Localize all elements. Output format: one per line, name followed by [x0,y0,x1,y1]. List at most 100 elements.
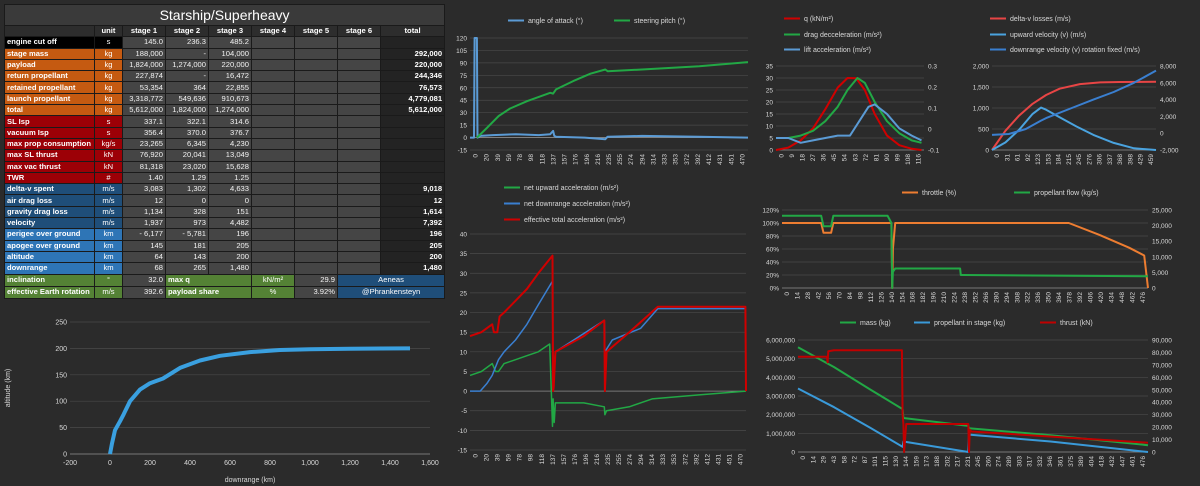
stage-value: 23,265 [122,137,166,151]
y-tick-label: 0 [463,389,467,396]
y-tick-label: 80% [766,234,779,241]
stage-value: 200 [208,250,252,264]
table-row: return propellant kg 227,874-16,472 244,346 [4,70,446,83]
total-value: 1,480 [379,262,446,275]
x-tick-label: 59 [506,154,513,162]
y-tick-label: 2,000,000 [766,412,795,419]
stage-value: 1,302 [165,183,209,196]
x-tick-label: 0 [473,154,480,158]
x-tick-label: 159 [913,456,920,467]
x-tick-label: 43 [831,456,838,464]
x-tick-label: 398 [1127,154,1134,165]
x-tick-label: 1,000 [301,460,319,467]
stage-value [251,115,295,128]
y-tick-label: 60 [460,85,468,92]
stage-value: 1,480 [208,262,252,275]
total-value: 7,392 [379,217,446,230]
x-tick-label: 78 [517,454,524,462]
results-table: Starship/Superheavy unit stage 1 stage 2 sta… [3,4,446,299]
stage-value: 81,318 [122,160,166,173]
stage-value: 1,937 [122,217,166,230]
total-value [379,137,446,151]
x-tick-label: 168 [910,292,917,303]
y2-tick-label: 50,000 [1152,387,1172,394]
stage-value: 1.40 [122,171,166,185]
stage-value [337,115,381,128]
x-tick-label: 173 [924,456,931,467]
stage-value [251,171,295,185]
total-value: 292,000 [379,47,446,60]
x-tick-label: 176 [573,154,580,165]
x-axis-label: downrange (km) [225,477,276,484]
series-line-net [470,280,746,392]
y-tick-label: 0 [769,148,773,155]
stage-value [337,194,381,207]
table-title-row: Starship/Superheavy [3,4,446,26]
y2-tick-label: -2,000 [1160,148,1179,155]
x-tick-label: 153 [1045,154,1052,165]
row-label: launch propellant [4,92,95,106]
row-label: max SL thrust [4,149,95,162]
stage-value: 4,633 [208,183,252,196]
x-tick-label: 392 [693,454,700,465]
y2-tick-label: 80,000 [1152,350,1172,357]
x-tick-label: 337 [1107,154,1114,165]
velocity-chart: 0 500 1,000 1,500 2,000 -2,000 0 2,000 4,000 6,00… [973,16,1179,165]
legend-label: lift acceleration (m/s²) [804,47,871,54]
y2-tick-label: 0.2 [928,85,937,92]
x-tick-label: 0 [784,292,791,296]
row-unit: m/s [94,194,123,207]
stage-value [294,36,338,49]
stage-value: 151 [208,205,252,219]
y-tick-label: 6,000,000 [766,338,795,345]
stage-value [251,183,295,196]
stage-value [337,58,381,72]
y-tick-label: 100% [762,221,779,228]
stage-value: 1,274,000 [165,58,209,72]
stage-value [337,171,381,185]
footer-value: 392.6 [122,285,166,299]
stage-value: 1.25 [208,171,252,185]
legend-label: q (kN/m²) [804,16,833,23]
stage-value: - 5,781 [165,228,209,241]
stage-value [251,81,295,94]
x-tick-label: 280 [993,292,1000,303]
y-tick-label: 10 [766,124,774,131]
stage-value [294,126,338,139]
x-tick-label: 58 [841,456,848,464]
series-line-drag [776,77,922,144]
total-value: 205 [379,239,446,252]
stage-value [294,81,338,94]
table-row: max prop consumption kg/s 23,265 6,345 4,230 [4,137,446,151]
row-unit: km [94,228,123,241]
stage-value: 205 [208,239,252,252]
row-unit: kg [94,104,123,117]
x-tick-label: 392 [1077,292,1084,303]
x-tick-label: 389 [1078,456,1085,467]
stage-value: - [165,47,209,60]
x-tick-label: 81 [873,154,880,162]
stage-value [337,217,381,230]
x-tick-label: 45 [831,154,838,162]
stage-value [337,262,381,275]
x-tick-label: 459 [1148,154,1155,165]
stage-value [337,81,381,94]
y-tick-label: 15 [766,112,774,119]
table-row: downrange km 68 265 1,480 1,480 [4,262,446,275]
table-row: max vac thrust kN 81,318 23,020 15,628 [4,160,446,173]
stage-value [294,47,338,60]
column-header: total [379,24,446,38]
series-line-net [469,343,747,428]
x-tick-label: 420 [1098,292,1105,303]
row-unit: s [94,115,123,128]
stage-value [294,205,338,219]
stage-value: 20,041 [165,149,209,162]
y-tick-label: 0% [770,286,780,293]
x-tick-label: 28 [805,292,812,300]
stage-value [251,239,295,252]
total-value [379,126,446,139]
footer-unit: ° [94,273,123,287]
x-tick-label: 140 [889,292,896,303]
